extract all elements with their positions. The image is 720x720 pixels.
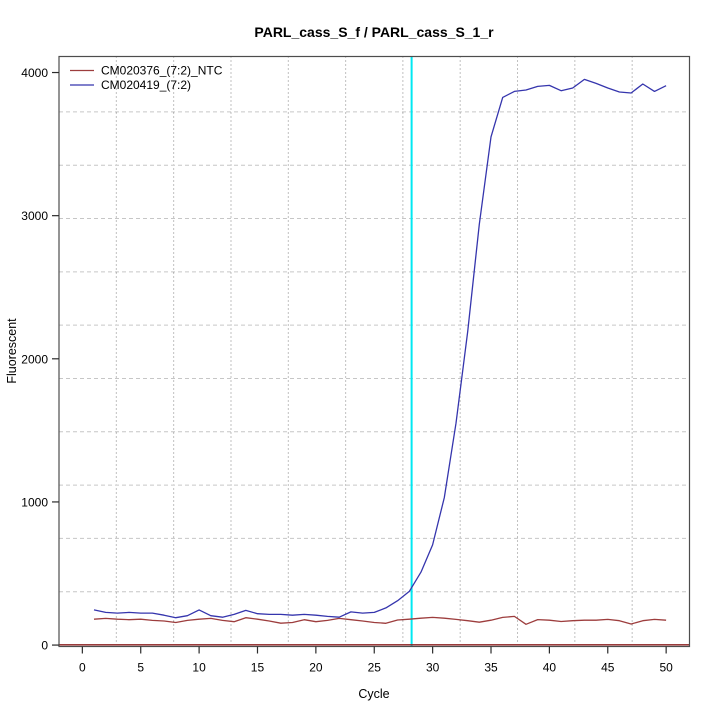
axes-layer: 0 5 10 15 20 25 30 35 40 45 50 0 1000 2000 3000 4000 xyxy=(21,55,691,675)
x-tick-label: 15 xyxy=(251,661,265,675)
x-tick-label: 50 xyxy=(659,661,673,675)
y-tick-label: 3000 xyxy=(21,209,48,223)
x-tick-label: 0 xyxy=(79,661,86,675)
x-tick-label: 25 xyxy=(368,661,382,675)
x-tick-label: 30 xyxy=(426,661,440,675)
y-axis-title: Fluorescent xyxy=(5,318,19,384)
legend-label-cm020419-7-2: CM020419_(7:2) xyxy=(101,78,191,92)
x-tick-label: 20 xyxy=(309,661,323,675)
series-line-cm020376-7-2-ntc xyxy=(93,615,667,625)
chart-title: PARL_cass_S_f / PARL_cass_S_1_r xyxy=(254,24,494,40)
series-layer xyxy=(93,78,667,625)
x-tick-label: 10 xyxy=(192,661,206,675)
x-tick-label: 40 xyxy=(543,661,557,675)
x-axis-title: Cycle xyxy=(358,687,389,701)
y-tick-label: 2000 xyxy=(21,352,48,366)
y-tick-label: 4000 xyxy=(21,66,48,80)
marker-lines-layer xyxy=(59,56,690,647)
x-tick-label: 45 xyxy=(601,661,615,675)
x-tick-label: 5 xyxy=(137,661,144,675)
series-line-cm020419-7-2 xyxy=(93,78,667,619)
grid-layer xyxy=(59,56,690,647)
x-tick-label: 35 xyxy=(484,661,498,675)
legend-label-cm020376-7-2-ntc: CM020376_(7:2)_NTC xyxy=(101,64,223,78)
y-tick-label: 0 xyxy=(41,639,48,653)
plot-border xyxy=(58,55,691,648)
y-tick-label: 1000 xyxy=(21,495,48,509)
